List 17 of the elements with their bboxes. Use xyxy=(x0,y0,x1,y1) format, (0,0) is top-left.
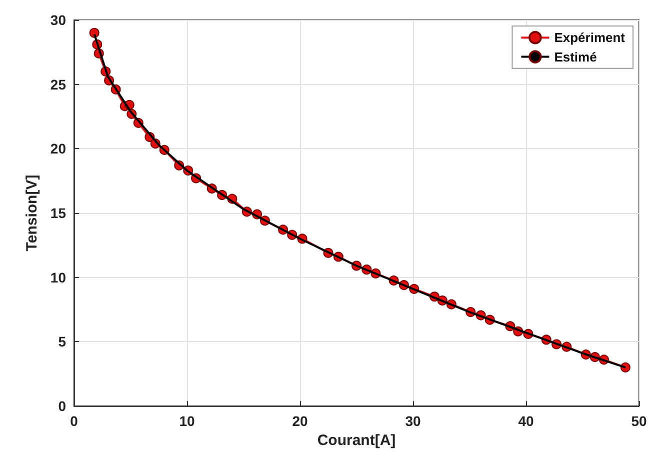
y-tick-label: 30 xyxy=(50,12,66,28)
x-tick-label: 30 xyxy=(405,413,421,429)
x-tick-label: 0 xyxy=(70,413,78,429)
y-axis-title: Tension[V] xyxy=(24,174,41,252)
x-tick-label: 50 xyxy=(631,413,647,429)
x-tick-label: 40 xyxy=(518,413,534,429)
legend-label: Estimé xyxy=(554,49,597,64)
y-tick-label: 15 xyxy=(50,205,66,221)
y-tick-label: 5 xyxy=(58,334,66,350)
legend-label: Expériment xyxy=(554,30,626,46)
y-tick-label: 25 xyxy=(50,76,66,92)
y-tick-label: 10 xyxy=(50,269,66,286)
y-tick-label: 20 xyxy=(50,140,66,157)
x-tick-label: 20 xyxy=(292,413,308,429)
y-tick-label: 0 xyxy=(58,398,66,414)
x-tick-label: 10 xyxy=(179,413,195,429)
x-axis-title: Courant[A] xyxy=(317,432,396,449)
